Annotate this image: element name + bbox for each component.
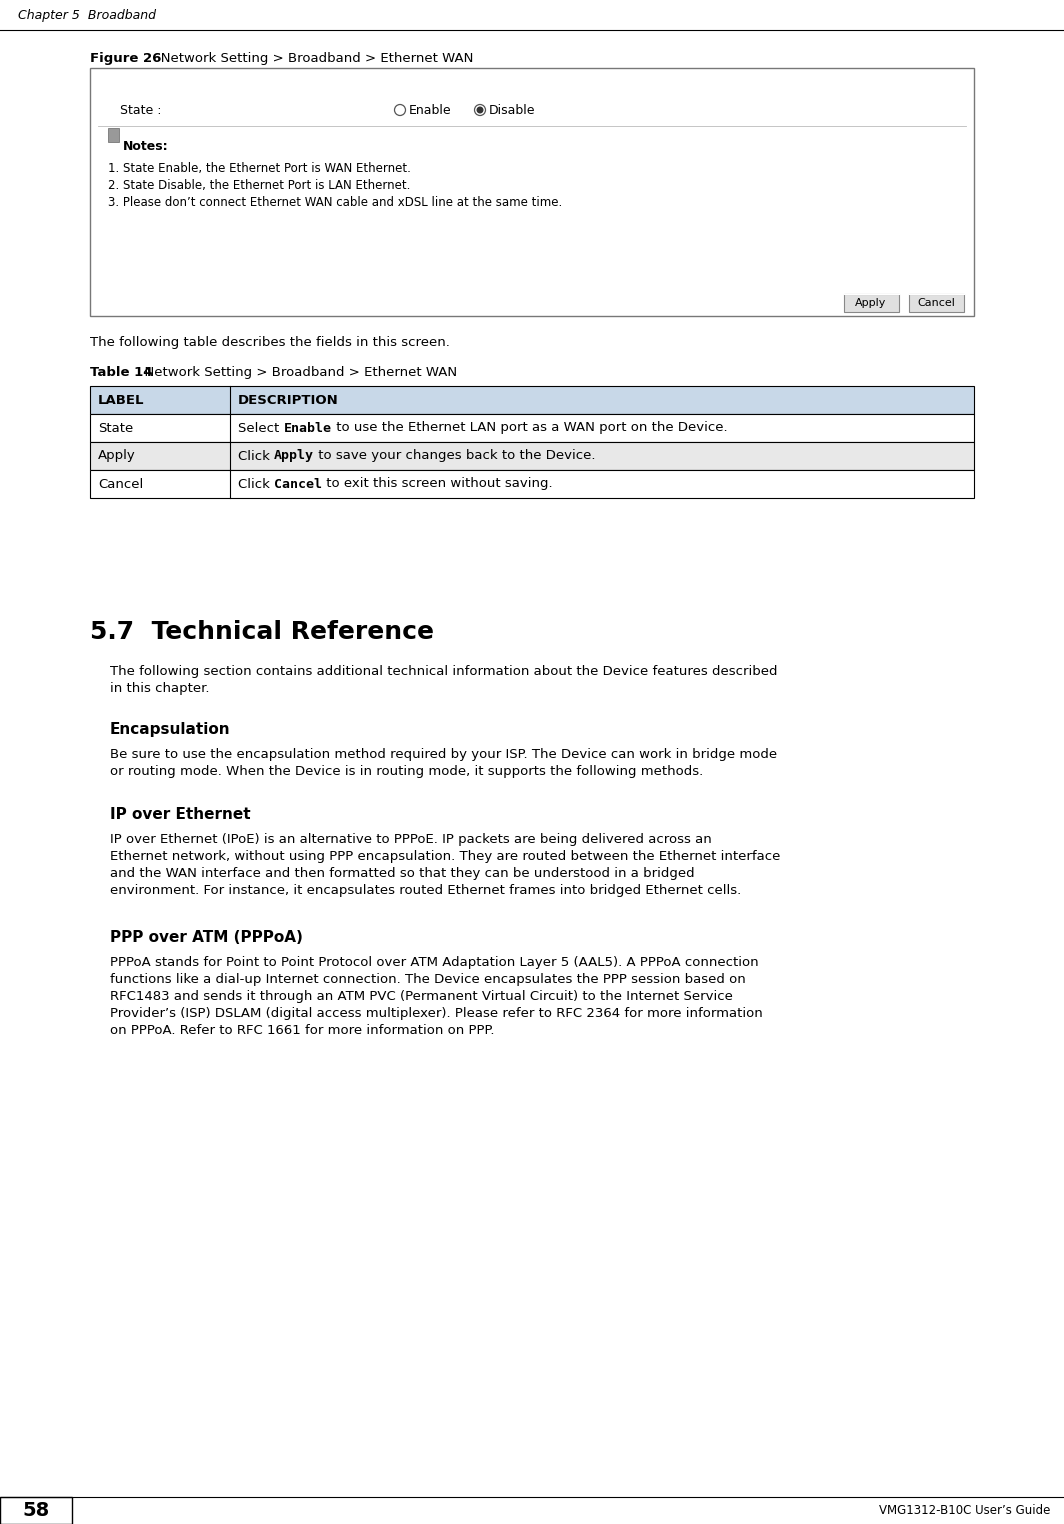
Text: Click: Click [238,477,275,491]
Text: Encapsulation: Encapsulation [110,722,231,738]
Text: Cancel: Cancel [917,299,954,308]
Bar [109,128,119,142]
Text: Figure 26: Figure 26 [90,52,162,66]
Text: in this chapter.: in this chapter. [110,683,210,695]
Bar [90,415,974,442]
Text: and the WAN interface and then formatted so that they can be understood in a bri: and the WAN interface and then formatted… [110,867,695,879]
Bar [90,442,974,469]
Text: to exit this screen without saving.: to exit this screen without saving. [322,477,553,491]
Text: on PPPoA. Refer to RFC 1661 for more information on PPP.: on PPPoA. Refer to RFC 1661 for more inf… [110,1024,495,1036]
Text: 1. State Enable, the Ethernet Port is WAN Ethernet.: 1. State Enable, the Ethernet Port is WA… [109,162,411,175]
Bar [90,69,974,315]
Text: Cancel: Cancel [98,477,144,491]
Bar [90,442,974,469]
Text: Network Setting > Broadband > Ethernet WAN: Network Setting > Broadband > Ethernet W… [136,366,458,379]
Text: to use the Ethernet LAN port as a WAN port on the Device.: to use the Ethernet LAN port as a WAN po… [332,422,727,434]
Text: Apply: Apply [855,299,886,308]
Bar [90,386,974,415]
Text: The following section contains additional technical information about the Device: The following section contains additiona… [110,664,778,678]
Text: or routing mode. When the Device is in routing mode, it supports the following m: or routing mode. When the Device is in r… [110,765,703,777]
Text: Notes:: Notes: [123,140,168,154]
Text: PPP over ATM (PPPoA): PPP over ATM (PPPoA) [110,930,303,945]
Text: Click: Click [238,450,275,462]
Text: Enable: Enable [283,422,332,434]
Bar [90,469,974,498]
Text: State: State [98,422,133,434]
Text: Cancel: Cancel [275,477,322,491]
Bar [0,1497,72,1524]
Text: LABEL: LABEL [98,393,145,407]
Text: 3. Please don’t connect Ethernet WAN cable and xDSL line at the same time.: 3. Please don’t connect Ethernet WAN cab… [109,197,562,209]
Text: DESCRIPTION: DESCRIPTION [238,393,338,407]
Bar [909,294,964,312]
Text: IP over Ethernet: IP over Ethernet [110,808,251,821]
Text: Be sure to use the encapsulation method required by your ISP. The Device can wor: Be sure to use the encapsulation method … [110,748,777,760]
Text: RFC1483 and sends it through an ATM PVC (Permanent Virtual Circuit) to the Inter: RFC1483 and sends it through an ATM PVC … [110,991,733,1003]
Bar [844,294,899,312]
Text: 58: 58 [22,1501,50,1519]
Text: Provider’s (ISP) DSLAM (digital access multiplexer). Please refer to RFC 2364 fo: Provider’s (ISP) DSLAM (digital access m… [110,1007,763,1020]
Text: The following table describes the fields in this screen.: The following table describes the fields… [90,335,450,349]
Text: Disable: Disable [489,104,535,116]
Text: environment. For instance, it encapsulates routed Ethernet frames into bridged E: environment. For instance, it encapsulat… [110,884,742,898]
Bar [90,386,974,415]
Text: IP over Ethernet (IPoE) is an alternative to PPPoE. IP packets are being deliver: IP over Ethernet (IPoE) is an alternativ… [110,834,712,846]
Text: to save your changes back to the Device.: to save your changes back to the Device. [314,450,596,462]
Text: Apply: Apply [275,450,314,462]
Text: Ethernet network, without using PPP encapsulation. They are routed between the E: Ethernet network, without using PPP enca… [110,850,780,863]
Text: State :: State : [120,104,162,116]
Text: functions like a dial-up Internet connection. The Device encapsulates the PPP se: functions like a dial-up Internet connec… [110,972,746,986]
Circle shape [477,107,483,113]
Bar [90,469,974,498]
Text: 5.7  Technical Reference: 5.7 Technical Reference [90,620,434,645]
Text: 2. State Disable, the Ethernet Port is LAN Ethernet.: 2. State Disable, the Ethernet Port is L… [109,178,411,192]
Text: Select: Select [238,422,283,434]
Text: Chapter 5  Broadband: Chapter 5 Broadband [18,9,156,23]
Text: PPPoA stands for Point to Point Protocol over ATM Adaptation Layer 5 (AAL5). A P: PPPoA stands for Point to Point Protocol… [110,956,759,969]
Text: Network Setting > Broadband > Ethernet WAN: Network Setting > Broadband > Ethernet W… [148,52,473,66]
Text: Apply: Apply [98,450,136,462]
Text: Table 14: Table 14 [90,366,152,379]
Bar [90,415,974,442]
Text: Enable: Enable [409,104,451,116]
Text: VMG1312-B10C User’s Guide: VMG1312-B10C User’s Guide [879,1504,1050,1516]
